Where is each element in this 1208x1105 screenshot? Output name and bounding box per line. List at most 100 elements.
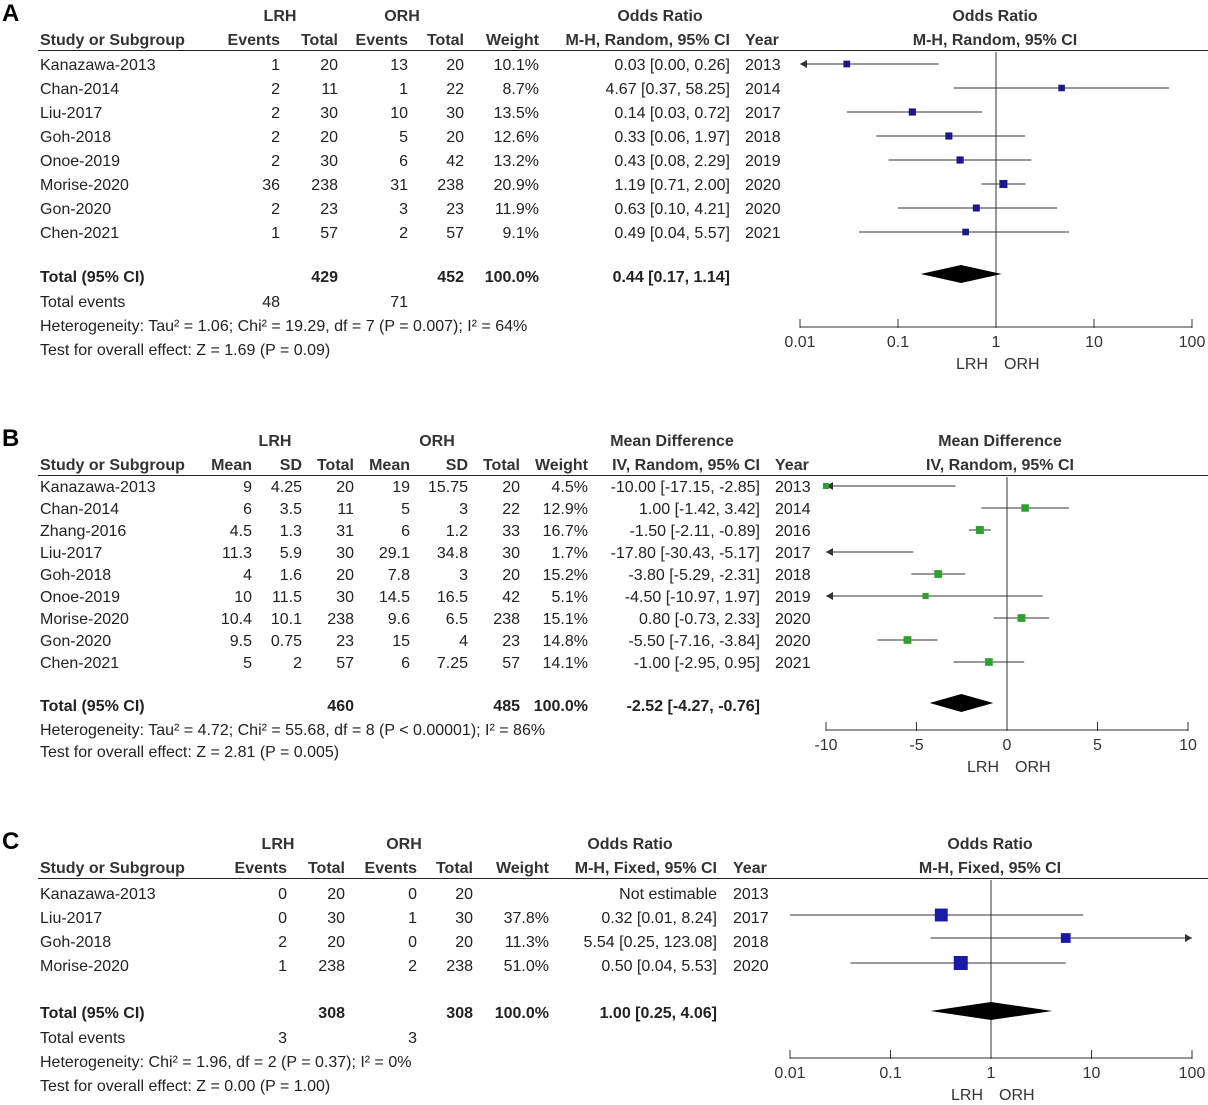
plot-title: Odds Ratio bbox=[952, 8, 1038, 25]
cell: 15.2% bbox=[542, 567, 588, 584]
total-ci: 0.44 [0.17, 1.14] bbox=[612, 269, 730, 286]
year: 2021 bbox=[745, 225, 781, 242]
cell: 34.8 bbox=[436, 545, 468, 562]
study-marker bbox=[1021, 504, 1029, 512]
study-name: Chen-2021 bbox=[40, 655, 120, 672]
cell: 5 bbox=[243, 655, 252, 672]
total-cell: 308 bbox=[318, 1005, 345, 1022]
x-tick-label: 0.1 bbox=[887, 334, 909, 351]
cell: 16.5 bbox=[436, 589, 468, 606]
col-header: Mean bbox=[369, 457, 410, 474]
cell: 20 bbox=[446, 57, 464, 74]
col-header: Total bbox=[300, 32, 338, 49]
x-tick-label: 10 bbox=[1083, 1065, 1101, 1082]
cell: 11.3% bbox=[504, 934, 549, 951]
cell: 51.0% bbox=[503, 958, 549, 975]
study-name: Gon-2020 bbox=[40, 201, 112, 218]
plot-method: M-H, Fixed, 95% CI bbox=[918, 860, 1062, 877]
study-name: Goh-2018 bbox=[40, 129, 112, 146]
cell: 8.7% bbox=[502, 81, 539, 98]
cell: 20 bbox=[336, 567, 354, 584]
x-tick-label: 5 bbox=[1093, 737, 1102, 754]
cell: 1.3 bbox=[279, 523, 302, 540]
study-name: Onoe-2019 bbox=[40, 153, 121, 170]
cell: 2 bbox=[271, 201, 280, 218]
year: 2020 bbox=[745, 177, 781, 194]
total-label: Total (95% CI) bbox=[40, 269, 145, 286]
cell: 238 bbox=[446, 958, 473, 975]
cell: 9.1% bbox=[502, 225, 539, 242]
cell: 10.1% bbox=[493, 57, 539, 74]
effect-ci: 0.33 [0.06, 1.97] bbox=[614, 129, 730, 146]
cell: 6 bbox=[401, 523, 410, 540]
cell: 30 bbox=[455, 910, 473, 927]
panel-label: A bbox=[2, 0, 20, 27]
study-name: Kanazawa-2013 bbox=[40, 479, 156, 496]
x-tick-label: 1 bbox=[987, 1065, 996, 1082]
total-cell: 485 bbox=[493, 698, 520, 715]
cell: 3 bbox=[399, 201, 408, 218]
study-marker bbox=[1017, 614, 1026, 622]
x-tick-label: 0.01 bbox=[784, 334, 815, 351]
cell: 12.6% bbox=[493, 129, 539, 146]
x-tick-label: 10 bbox=[1085, 334, 1103, 351]
year: 2017 bbox=[733, 910, 769, 927]
effect-ci: Not estimable bbox=[619, 886, 717, 903]
cell: 3 bbox=[459, 501, 468, 518]
effect-ci: -4.50 [-10.97, 1.97] bbox=[624, 589, 760, 606]
study-marker bbox=[934, 908, 948, 922]
study-name: Chan-2014 bbox=[40, 81, 120, 98]
study-name: Kanazawa-2013 bbox=[40, 886, 156, 903]
cell: 4.5% bbox=[551, 479, 588, 496]
effect-ci: -5.50 [-7.16, -3.84] bbox=[628, 633, 760, 650]
cell: 0.75 bbox=[270, 633, 302, 650]
cell: 16.7% bbox=[542, 523, 588, 540]
col-header: Total bbox=[426, 32, 464, 49]
heterogeneity-text: Heterogeneity: Tau² = 1.06; Chi² = 19.29… bbox=[40, 318, 528, 335]
cell: 2 bbox=[408, 958, 417, 975]
effect-ci: -1.50 [-2.11, -0.89] bbox=[629, 523, 760, 540]
cell: 5.1% bbox=[551, 589, 588, 606]
x-tick-label: -10 bbox=[814, 737, 837, 754]
cell: 33 bbox=[502, 523, 520, 540]
cell: 30 bbox=[320, 105, 338, 122]
cell: 13 bbox=[390, 57, 408, 74]
study-header: Study or Subgroup bbox=[40, 860, 185, 877]
effect-ci: 0.03 [0.00, 0.26] bbox=[614, 57, 730, 74]
cell: 15.1% bbox=[542, 611, 588, 628]
study-marker bbox=[956, 156, 964, 164]
header-rule bbox=[38, 878, 1208, 879]
cell: 11 bbox=[321, 81, 338, 98]
effect-ci: 0.43 [0.08, 2.29] bbox=[614, 153, 730, 170]
pooled-diamond bbox=[920, 265, 1002, 283]
effect-ci: 0.49 [0.04, 5.57] bbox=[614, 225, 730, 242]
effect-ci: 4.67 [0.37, 58.25] bbox=[605, 81, 730, 98]
forest-plot: 0.01 0.1 1 10 100 LRH ORH bbox=[774, 880, 1205, 1104]
study-name: Chen-2021 bbox=[40, 225, 120, 242]
col-header: Events bbox=[234, 860, 287, 877]
cell: 13.2% bbox=[493, 153, 539, 170]
x-tick-label: 100 bbox=[1179, 334, 1206, 351]
cell: 238 bbox=[327, 611, 354, 628]
year: 2020 bbox=[733, 958, 769, 975]
events-cell: 71 bbox=[390, 294, 408, 311]
total-label: Total (95% CI) bbox=[40, 698, 145, 715]
cell: 10.4 bbox=[220, 611, 252, 628]
cell: 5 bbox=[401, 501, 410, 518]
cell: 2 bbox=[271, 81, 280, 98]
forest-panel-b: B LRH ORH Mean Difference Mean Differenc… bbox=[0, 425, 1208, 785]
year: 2019 bbox=[745, 153, 781, 170]
cell: 1 bbox=[408, 910, 417, 927]
group1-header: LRH bbox=[258, 433, 292, 450]
cell: 14.1% bbox=[542, 655, 588, 672]
events-cell: 3 bbox=[408, 1030, 417, 1047]
cell: 10 bbox=[390, 105, 408, 122]
x-tick-label: 1 bbox=[992, 334, 1001, 351]
pooled-diamond bbox=[929, 694, 994, 712]
cell: 2 bbox=[271, 129, 280, 146]
effect-ci: -17.80 [-30.43, -5.17] bbox=[610, 545, 760, 562]
cell: 0 bbox=[278, 910, 287, 927]
study-marker bbox=[908, 108, 916, 116]
col-header: Total bbox=[307, 860, 345, 877]
study-marker bbox=[843, 60, 851, 68]
